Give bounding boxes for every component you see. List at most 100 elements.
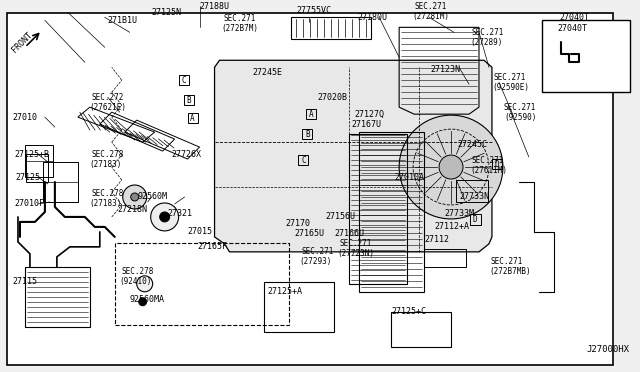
Bar bbox=[349, 134, 407, 284]
Text: 27112+A: 27112+A bbox=[434, 222, 469, 231]
Bar bbox=[302, 129, 312, 139]
Text: SEC.271: SEC.271 bbox=[491, 257, 524, 266]
Text: SEC.271: SEC.271 bbox=[301, 247, 333, 256]
Text: 27167U: 27167U bbox=[351, 120, 381, 129]
Text: D: D bbox=[495, 160, 499, 169]
Text: C: C bbox=[181, 76, 186, 85]
Bar bbox=[424, 249, 466, 267]
Bar bbox=[184, 95, 193, 105]
Bar bbox=[391, 312, 451, 347]
Text: 92560M: 92560M bbox=[138, 192, 168, 202]
Bar bbox=[115, 243, 289, 325]
Text: (272B7M): (272B7M) bbox=[221, 24, 259, 33]
Text: 27733M: 27733M bbox=[444, 209, 474, 218]
Text: 27125+B: 27125+B bbox=[14, 150, 49, 158]
Text: SEC.271: SEC.271 bbox=[339, 239, 372, 248]
Text: (92410): (92410) bbox=[120, 277, 152, 286]
Text: 92560MA: 92560MA bbox=[130, 295, 164, 304]
Text: A: A bbox=[309, 110, 314, 119]
Text: B: B bbox=[305, 129, 310, 139]
Text: (27289): (27289) bbox=[470, 38, 502, 47]
Text: 27040T: 27040T bbox=[558, 24, 588, 33]
Text: J27000HX: J27000HX bbox=[587, 345, 630, 354]
Text: (27621E): (27621E) bbox=[90, 103, 127, 112]
Text: 27015: 27015 bbox=[188, 227, 212, 236]
Text: C: C bbox=[301, 155, 306, 164]
Text: 27010: 27010 bbox=[12, 113, 37, 122]
Text: 27115: 27115 bbox=[12, 277, 37, 286]
Text: (27293): (27293) bbox=[300, 257, 332, 266]
Bar bbox=[456, 180, 488, 202]
Text: 27245E: 27245E bbox=[252, 68, 282, 77]
Bar bbox=[264, 282, 334, 332]
Text: 27125N: 27125N bbox=[152, 8, 182, 17]
Text: (92590E): (92590E) bbox=[492, 83, 529, 92]
Text: 27010F: 27010F bbox=[14, 199, 44, 208]
Text: A: A bbox=[190, 113, 195, 123]
Text: 27020B: 27020B bbox=[317, 93, 348, 102]
Text: SEC.271: SEC.271 bbox=[504, 103, 536, 112]
Text: (27183): (27183) bbox=[90, 199, 122, 208]
Text: 27755VC: 27755VC bbox=[296, 6, 332, 15]
Circle shape bbox=[131, 193, 139, 201]
Bar bbox=[188, 113, 198, 123]
Text: 27125: 27125 bbox=[15, 173, 40, 182]
Bar bbox=[26, 154, 48, 182]
Text: (272B7MB): (272B7MB) bbox=[489, 267, 531, 276]
Bar bbox=[359, 132, 424, 292]
Bar bbox=[25, 145, 53, 177]
Bar bbox=[43, 162, 78, 202]
Text: (27183): (27183) bbox=[90, 160, 122, 169]
Text: B: B bbox=[186, 96, 191, 105]
Text: 27123N: 27123N bbox=[430, 65, 460, 74]
Text: SEC.278: SEC.278 bbox=[92, 150, 124, 158]
Text: (92590): (92590) bbox=[504, 113, 536, 122]
Text: 27165U: 27165U bbox=[294, 230, 324, 238]
Text: 27125+C: 27125+C bbox=[391, 307, 426, 316]
Polygon shape bbox=[214, 60, 492, 252]
Text: 271B1U: 271B1U bbox=[108, 16, 138, 25]
Text: SEC.271: SEC.271 bbox=[223, 14, 256, 23]
Text: 27321: 27321 bbox=[168, 209, 193, 218]
Circle shape bbox=[137, 276, 153, 292]
Text: SEC.278: SEC.278 bbox=[92, 189, 124, 199]
Text: 27170: 27170 bbox=[285, 219, 310, 228]
Text: 27180U: 27180U bbox=[357, 13, 387, 22]
Text: 27040T: 27040T bbox=[560, 13, 590, 22]
Text: 27112: 27112 bbox=[424, 235, 449, 244]
Circle shape bbox=[399, 115, 503, 219]
Text: (27723N): (27723N) bbox=[337, 249, 374, 259]
Text: 27166U: 27166U bbox=[334, 230, 364, 238]
Circle shape bbox=[123, 185, 147, 209]
Bar bbox=[470, 214, 481, 225]
Text: SEC.271: SEC.271 bbox=[472, 28, 504, 37]
Text: 27218N: 27218N bbox=[118, 205, 148, 214]
Bar bbox=[291, 17, 371, 39]
Bar bbox=[307, 109, 316, 119]
Bar bbox=[179, 75, 189, 85]
Text: FRONT: FRONT bbox=[10, 30, 34, 54]
Text: 27165F: 27165F bbox=[198, 243, 228, 251]
Text: SEC.271: SEC.271 bbox=[414, 2, 447, 11]
Bar bbox=[492, 159, 502, 169]
Circle shape bbox=[159, 212, 170, 222]
Text: 27245C: 27245C bbox=[457, 140, 487, 148]
Text: (27281M): (27281M) bbox=[412, 12, 449, 21]
Text: 27156U: 27156U bbox=[325, 212, 355, 221]
Bar bbox=[298, 155, 308, 165]
Text: SEC.271: SEC.271 bbox=[472, 155, 504, 164]
Text: 27726X: 27726X bbox=[172, 150, 202, 158]
Circle shape bbox=[150, 203, 179, 231]
Text: 27127Q: 27127Q bbox=[355, 110, 384, 119]
Text: SEC.278: SEC.278 bbox=[122, 267, 154, 276]
Text: SEC.272: SEC.272 bbox=[92, 93, 124, 102]
Text: SEC.271: SEC.271 bbox=[494, 73, 526, 82]
Circle shape bbox=[439, 155, 463, 179]
Circle shape bbox=[139, 298, 147, 306]
Text: D: D bbox=[473, 215, 477, 224]
Bar bbox=[542, 20, 630, 92]
Text: 27188U: 27188U bbox=[200, 2, 230, 11]
Text: (27611M): (27611M) bbox=[470, 166, 507, 174]
Text: 27733N: 27733N bbox=[459, 192, 489, 202]
Text: 27125+A: 27125+A bbox=[268, 287, 303, 296]
